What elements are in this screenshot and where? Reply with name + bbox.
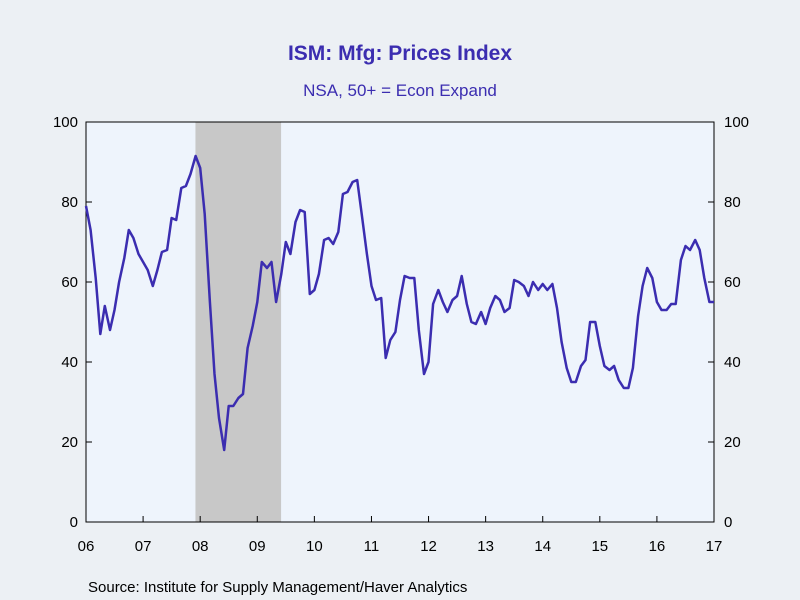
x-tick-label: 13	[477, 538, 494, 555]
x-tick-label: 10	[306, 538, 323, 555]
y-tick-label-left: 40	[61, 354, 78, 371]
x-tick-label: 09	[249, 538, 266, 555]
y-tick-label-left: 20	[61, 434, 78, 451]
y-tick-label-right: 0	[724, 514, 732, 531]
recession-shading-group	[195, 122, 282, 522]
x-axis: 06 07 08 09 10 11 12 13 14 15 16 17	[78, 516, 723, 555]
y-axis-left: 0 20 40 60 80 100	[53, 114, 92, 531]
y-axis-right: 0 20 40 60 80 100	[708, 114, 749, 531]
x-tick-label: 15	[591, 538, 608, 555]
plot-area	[86, 122, 714, 522]
source-note: Source: Institute for Supply Management/…	[88, 579, 467, 596]
y-tick-label-right: 60	[724, 274, 741, 291]
x-tick-label: 12	[420, 538, 437, 555]
x-tick-label: 06	[78, 538, 95, 555]
y-tick-label-right: 100	[724, 114, 749, 131]
x-tick-label: 08	[192, 538, 209, 555]
recession-band-0	[195, 122, 282, 522]
plot-frame	[85, 121, 715, 523]
x-tick-label: 07	[135, 538, 152, 555]
x-tick-label: 11	[364, 538, 380, 555]
y-tick-label-left: 60	[61, 274, 78, 291]
y-tick-label-right: 40	[724, 354, 741, 371]
x-tick-label: 14	[534, 538, 551, 555]
y-tick-label-right: 80	[724, 194, 741, 211]
chart-subtitle: NSA, 50+ = Econ Expand	[303, 81, 497, 100]
y-tick-label-right: 20	[724, 434, 741, 451]
chart-title: ISM: Mfg: Prices Index	[288, 42, 512, 65]
y-tick-label-left: 80	[61, 194, 78, 211]
x-tick-label: 17	[706, 538, 723, 555]
y-tick-label-left: 100	[53, 114, 78, 131]
y-tick-label-left: 0	[70, 514, 78, 531]
x-tick-label: 16	[649, 538, 666, 555]
series-line-prices-index	[84, 154, 714, 452]
